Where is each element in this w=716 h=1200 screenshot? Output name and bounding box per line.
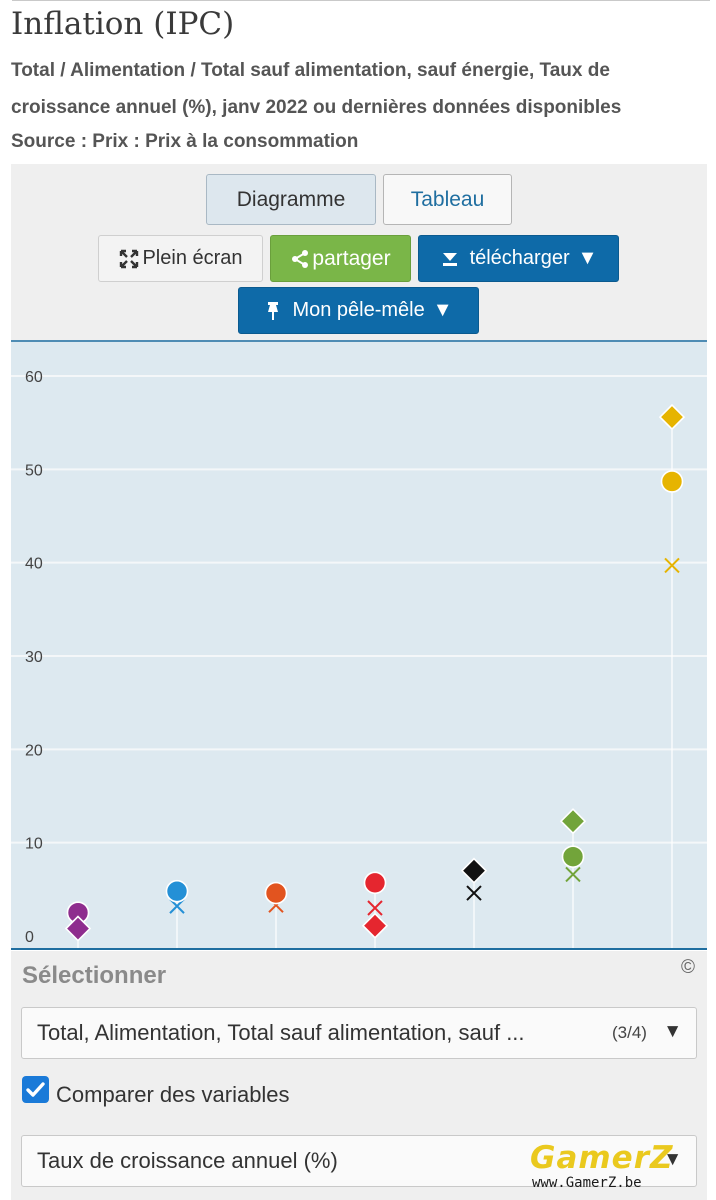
copyright-icon: © (681, 957, 695, 978)
data-point-circle (165, 879, 189, 903)
data-point-diamond (64, 915, 92, 942)
variables-select[interactable]: Total, Alimentation, Total sauf alimenta… (21, 1007, 697, 1059)
expand-icon (118, 248, 140, 270)
watermark: GamerZ www.GamerZ.be (530, 1140, 700, 1196)
download-caret-icon: ▼ (577, 247, 598, 269)
y-tick-label: 40 (25, 556, 43, 573)
share-label: partager (312, 246, 391, 270)
data-point-x (466, 885, 482, 901)
y-tick-label: 30 (25, 649, 43, 666)
share-button[interactable]: partager (270, 235, 411, 282)
data-point-x (367, 900, 383, 916)
my-board-button[interactable]: Mon pêle-mêle ▼ (238, 287, 479, 334)
download-button[interactable]: télécharger ▼ (418, 235, 619, 282)
y-tick-label: 50 (25, 462, 43, 479)
subtitle-line-1: Total / Alimentation / Total sauf alimen… (11, 60, 610, 81)
y-tick-label: 20 (25, 742, 43, 759)
data-point-diamond (460, 857, 488, 884)
checkmark-icon (26, 1082, 45, 1097)
data-point-diamond (361, 912, 389, 939)
data-point-circle (660, 470, 684, 493)
chart-view-label: Diagramme (236, 187, 346, 211)
top-divider (12, 0, 710, 1)
plot-area (11, 340, 707, 949)
compare-variables-checkbox[interactable] (22, 1076, 49, 1103)
data-point-x (664, 557, 680, 574)
chart-view-button[interactable]: Diagramme (206, 174, 376, 225)
variables-select-count: (3/4) (612, 1023, 647, 1042)
pin-icon (264, 300, 282, 322)
selection-title: Sélectionner (22, 962, 167, 989)
y-tick-label: 0 (25, 929, 34, 946)
source-line: Source : Prix : Prix à la consommation (11, 131, 359, 152)
data-point-circle (264, 881, 288, 905)
chevron-down-icon: ▼ (663, 1149, 682, 1170)
subtitle-line-2: croissance annuel (%), janv 2022 ou dern… (11, 97, 622, 118)
watermark-logo: GamerZ (530, 1140, 674, 1176)
measure-select[interactable]: Taux de croissance annuel (%) ▼ (21, 1135, 697, 1187)
watermark-url: www.GamerZ.be (532, 1175, 642, 1191)
data-point-x (565, 866, 581, 883)
y-tick-label: 60 (25, 369, 43, 386)
download-icon (440, 249, 460, 269)
chevron-down-icon: ▼ (663, 1021, 682, 1042)
download-label: télécharger (469, 247, 570, 269)
fullscreen-button[interactable]: Plein écran (98, 235, 263, 282)
data-point-diamond (559, 808, 587, 835)
compare-variables-label: Comparer des variables (56, 1082, 290, 1107)
measure-select-value: Taux de croissance annuel (%) (37, 1148, 338, 1173)
data-point-circle (363, 871, 387, 895)
my-board-caret-icon: ▼ (432, 299, 453, 321)
y-tick-label: 10 (25, 836, 43, 853)
my-board-label: Mon pêle-mêle (292, 299, 425, 321)
table-view-label: Tableau (410, 187, 485, 211)
inflation-scatter-chart: 0 10 20 30 40 50 60 (11, 340, 707, 950)
fullscreen-label: Plein écran (142, 247, 243, 269)
share-icon (290, 249, 310, 269)
chart-subtitle: Total / Alimentation / Total sauf alimen… (11, 52, 671, 126)
data-point-diamond (658, 403, 686, 431)
table-view-button[interactable]: Tableau (383, 174, 512, 225)
page-title: Inflation (IPC) (11, 6, 235, 42)
variables-select-value: Total, Alimentation, Total sauf alimenta… (37, 1020, 525, 1045)
data-point-circle (561, 845, 585, 868)
